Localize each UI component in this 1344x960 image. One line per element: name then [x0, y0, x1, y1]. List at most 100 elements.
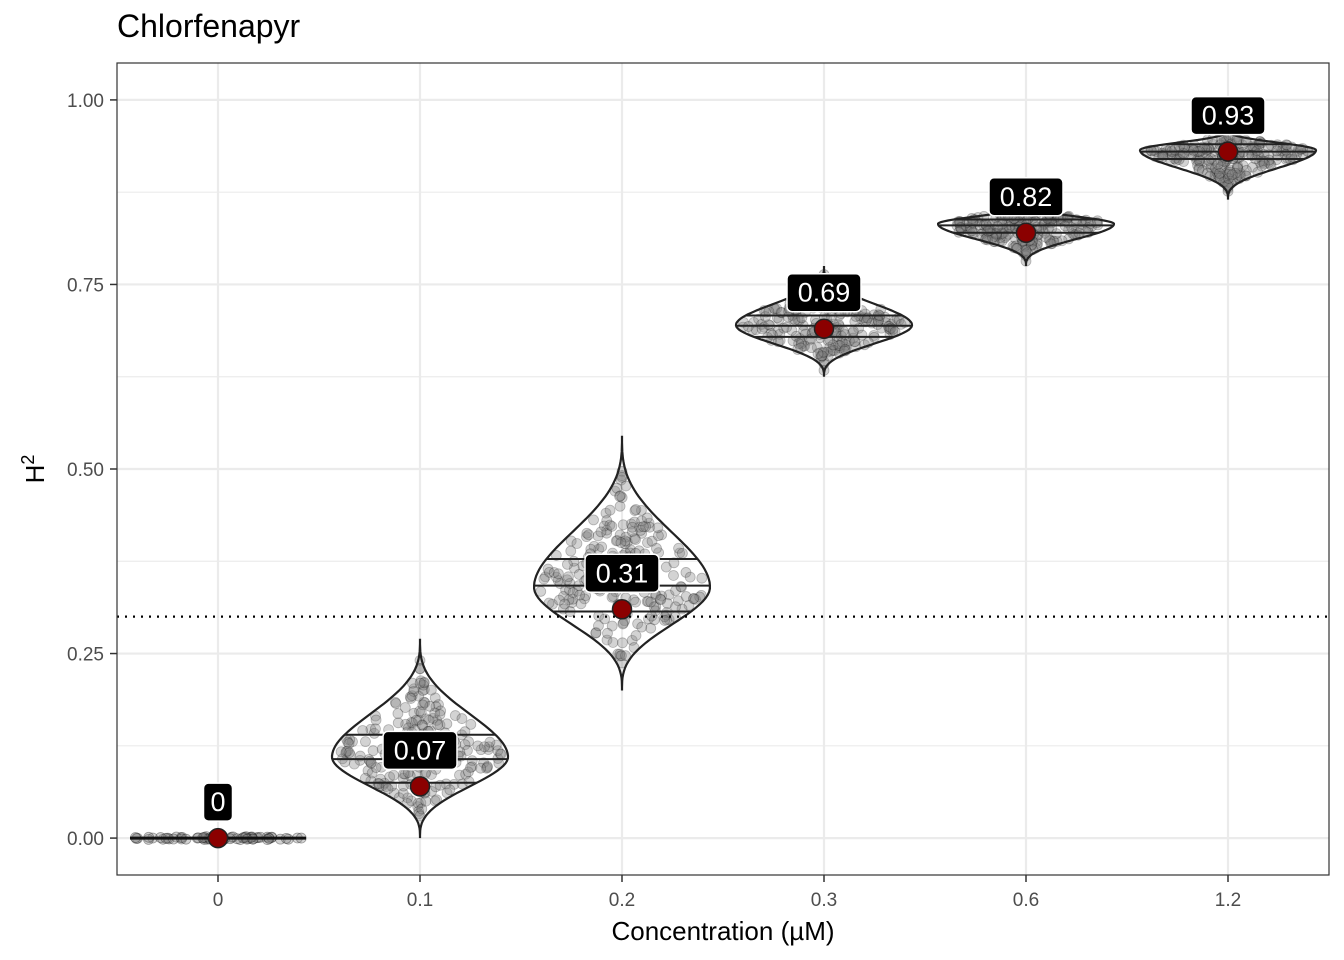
- jitter-point: [1223, 169, 1234, 180]
- jitter-point: [614, 529, 626, 541]
- jitter-point: [619, 538, 631, 550]
- jitter-point: [834, 342, 846, 354]
- jitter-point: [435, 705, 447, 717]
- jitter-point: [674, 547, 686, 559]
- jitter-point: [593, 620, 604, 632]
- jitter-point: [558, 590, 569, 602]
- jitter-point: [610, 535, 622, 547]
- jitter-point: [1223, 173, 1234, 184]
- jitter-point: [429, 707, 441, 719]
- jitter-point: [433, 699, 444, 711]
- jitter-point: [424, 700, 436, 712]
- jitter-point: [630, 630, 642, 641]
- jitter-point: [643, 517, 655, 529]
- jitter-point: [404, 770, 416, 782]
- jitter-point: [1247, 161, 1259, 173]
- jitter-point: [416, 719, 428, 731]
- estimate-label: 0.07: [394, 735, 447, 765]
- jitter-point: [1223, 168, 1234, 180]
- jitter-point: [1214, 172, 1226, 184]
- jitter-point: [824, 341, 836, 353]
- estimate-group: 0.69: [786, 272, 862, 339]
- x-tick-label: 0.3: [811, 890, 837, 911]
- jitter-point: [484, 736, 496, 748]
- jitter-point: [1226, 169, 1238, 181]
- jitter-point: [663, 589, 675, 601]
- jitter-point: [614, 648, 626, 660]
- jitter-point: [1222, 166, 1234, 178]
- jitter-point: [581, 531, 592, 543]
- jitter-point: [672, 595, 684, 607]
- jitter-point: [567, 593, 579, 605]
- estimate-label: 0.69: [798, 278, 851, 308]
- jitter-point: [1205, 162, 1217, 174]
- estimate-point: [813, 318, 835, 339]
- jitter-point: [595, 526, 607, 538]
- jitter-point: [659, 615, 670, 626]
- jitter-point: [661, 607, 673, 618]
- jitter-point: [656, 529, 667, 541]
- jitter-point: [680, 567, 692, 578]
- jitter-point: [552, 568, 564, 580]
- jitter-point: [1193, 163, 1205, 174]
- jitter-point: [414, 677, 426, 689]
- x-tick-label: 0.2: [609, 890, 635, 911]
- jitter-point: [798, 340, 809, 352]
- violin-outline: [533, 435, 711, 691]
- jitter-point: [662, 598, 673, 609]
- jitter-point: [1232, 162, 1244, 174]
- jitter-point: [601, 524, 613, 536]
- jitter-point: [756, 318, 767, 330]
- jitter-point: [1206, 147, 1217, 159]
- jitter-point: [637, 521, 649, 533]
- jitter-point: [1219, 172, 1231, 183]
- jitter-point: [1213, 169, 1225, 181]
- jitter-point: [626, 521, 638, 533]
- jitter-point: [405, 795, 417, 807]
- jitter-point: [663, 614, 675, 625]
- jitter-point: [793, 338, 805, 349]
- jitter-point: [415, 675, 427, 687]
- violins: [130, 129, 1318, 845]
- jitter-point: [430, 701, 442, 712]
- jitter-point: [563, 571, 574, 583]
- jitter-point: [615, 650, 627, 662]
- jitter-point: [367, 745, 379, 757]
- jitter-point: [408, 707, 420, 719]
- violin-outline: [1138, 129, 1318, 200]
- jitter-point: [620, 650, 631, 662]
- jitter-point: [465, 718, 477, 730]
- jitter-point: [684, 571, 696, 583]
- jitter-point: [615, 537, 627, 548]
- jitter-point: [602, 627, 613, 639]
- jitter-point: [1062, 211, 1074, 223]
- jitter-point: [626, 634, 638, 646]
- jitter-point: [625, 518, 637, 530]
- jitter-point: [655, 594, 667, 606]
- jitter-point: [827, 339, 839, 351]
- jitter-point: [987, 223, 999, 235]
- jitter-point: [596, 541, 608, 553]
- jitter-point: [614, 490, 625, 502]
- jitter-point: [434, 719, 446, 731]
- jitter-point: [815, 351, 827, 363]
- jitter-point: [668, 570, 679, 581]
- jitter-point: [413, 690, 425, 702]
- jitter-point: [565, 535, 577, 547]
- jitter-point: [456, 713, 468, 724]
- jitter-point: [763, 319, 774, 331]
- jitter-point: [822, 350, 834, 362]
- estimate-point: [409, 776, 431, 797]
- estimate-point: [1015, 222, 1037, 244]
- jitter-point: [1232, 169, 1244, 181]
- jitter-point: [1248, 142, 1260, 154]
- violin-group: [1138, 129, 1318, 200]
- jitter-point: [362, 765, 374, 777]
- y-axis-title-superscript: 2: [18, 455, 38, 465]
- jitter-point: [611, 535, 623, 546]
- jitter-point: [676, 581, 687, 593]
- y-tick-label: 1.00: [67, 91, 104, 112]
- jitter-point: [1157, 151, 1169, 163]
- jitter-point: [860, 308, 871, 320]
- jitter-point: [635, 505, 647, 516]
